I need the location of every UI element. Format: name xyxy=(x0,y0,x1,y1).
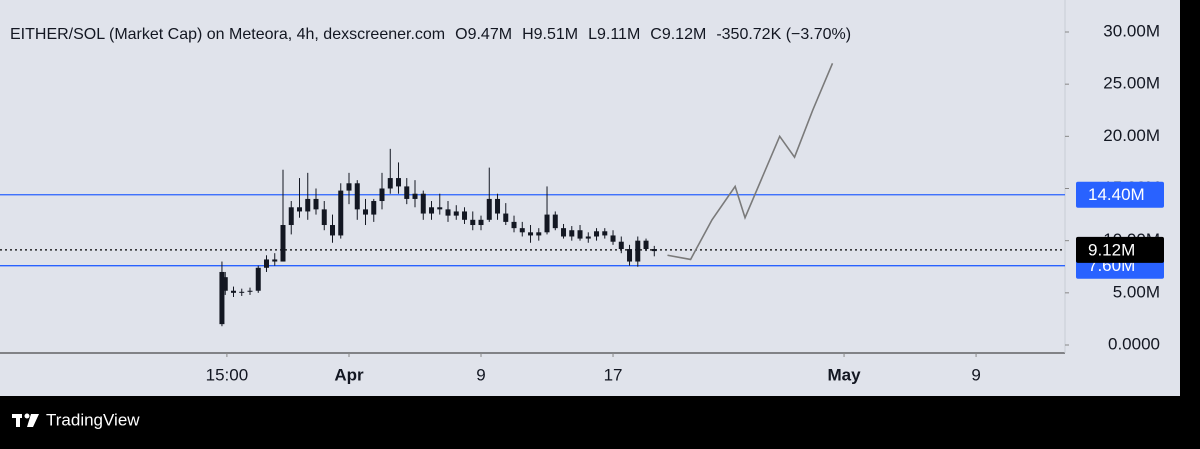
candle-body xyxy=(569,230,575,237)
candle-body xyxy=(297,207,303,212)
candle-body xyxy=(354,183,360,210)
candle-body xyxy=(519,228,525,233)
candle-body xyxy=(330,225,336,236)
x-tick-label: 9 xyxy=(476,365,485,384)
projection-line xyxy=(667,62,834,261)
y-tick-label: 25.00M xyxy=(1103,74,1160,93)
chart-title: EITHER/SOL (Market Cap) on Meteora, 4h, … xyxy=(10,26,445,43)
candle-body xyxy=(495,198,501,214)
candle-body xyxy=(627,249,633,262)
level-badge xyxy=(1076,181,1164,208)
reading: C9.12M xyxy=(650,26,706,43)
candle-body xyxy=(602,231,608,236)
reading: O9.47M xyxy=(455,26,512,43)
reading: L9.11M xyxy=(588,26,640,43)
candle-body xyxy=(429,207,435,214)
brand: TradingView xyxy=(46,410,140,429)
candle-body xyxy=(272,259,278,262)
x-tick-label: 9 xyxy=(971,365,980,384)
candle-body xyxy=(371,201,377,215)
candle-body xyxy=(346,183,352,191)
candle-body xyxy=(462,211,468,220)
candle-body xyxy=(552,214,558,229)
panel xyxy=(0,0,1180,396)
candle-body xyxy=(618,241,624,250)
candle-body xyxy=(404,186,410,199)
x-tick-label: 15:00 xyxy=(206,365,249,384)
y-tick-label: 0.0000 xyxy=(1108,334,1160,353)
candle-body xyxy=(453,211,459,216)
candle-body xyxy=(561,228,567,237)
candle-body xyxy=(635,240,641,262)
candle-body xyxy=(219,271,225,325)
candle-body xyxy=(230,290,236,293)
header: EITHER/SOL (Market Cap) on Meteora, 4h, … xyxy=(10,26,851,43)
candle-body xyxy=(280,225,286,262)
candle-body xyxy=(486,198,492,220)
candle-body xyxy=(536,232,542,236)
candle-body xyxy=(470,219,476,226)
candle-body xyxy=(420,193,426,214)
candle-body xyxy=(363,209,369,215)
candle-body xyxy=(263,259,269,268)
y-tick-label: 5.00M xyxy=(1113,282,1160,301)
reading: -350.72K (−3.70%) xyxy=(716,26,851,43)
level-label: 14.40M xyxy=(1088,185,1145,204)
candle-body xyxy=(222,277,228,291)
candle-body xyxy=(503,213,509,222)
candle-body xyxy=(379,188,385,202)
candle-body xyxy=(594,231,600,237)
candle-body xyxy=(396,178,402,187)
y-tick-label: 20.00M xyxy=(1103,126,1160,145)
candle-body xyxy=(321,209,327,226)
candle-body xyxy=(445,209,451,216)
x-tick-label: 17 xyxy=(604,365,623,384)
x-tick-label: Apr xyxy=(334,365,364,384)
candle-body xyxy=(412,193,418,199)
candle-body xyxy=(544,214,550,233)
candle-body xyxy=(643,240,649,250)
candle-body xyxy=(511,221,517,229)
candle-body xyxy=(313,198,319,210)
candle-body xyxy=(239,291,245,293)
reading: H9.51M xyxy=(522,26,578,43)
candle-body xyxy=(255,267,261,291)
candle-body xyxy=(610,235,616,242)
logo xyxy=(12,413,39,427)
y-tick-label: 30.00M xyxy=(1103,21,1160,40)
candle-body xyxy=(387,178,393,189)
level-label: 9.12M xyxy=(1088,240,1135,259)
candle-body xyxy=(437,207,443,210)
candle-body xyxy=(577,230,583,239)
x-tick-label: May xyxy=(828,365,862,384)
candle-body xyxy=(528,232,534,236)
candle-body xyxy=(247,290,253,292)
candle-body xyxy=(338,190,344,236)
candle-body xyxy=(651,249,657,252)
level-badge xyxy=(1076,236,1164,263)
candle-body xyxy=(478,219,484,226)
candle-body xyxy=(288,207,294,226)
candle-body xyxy=(305,198,311,212)
candle-body xyxy=(585,236,591,239)
